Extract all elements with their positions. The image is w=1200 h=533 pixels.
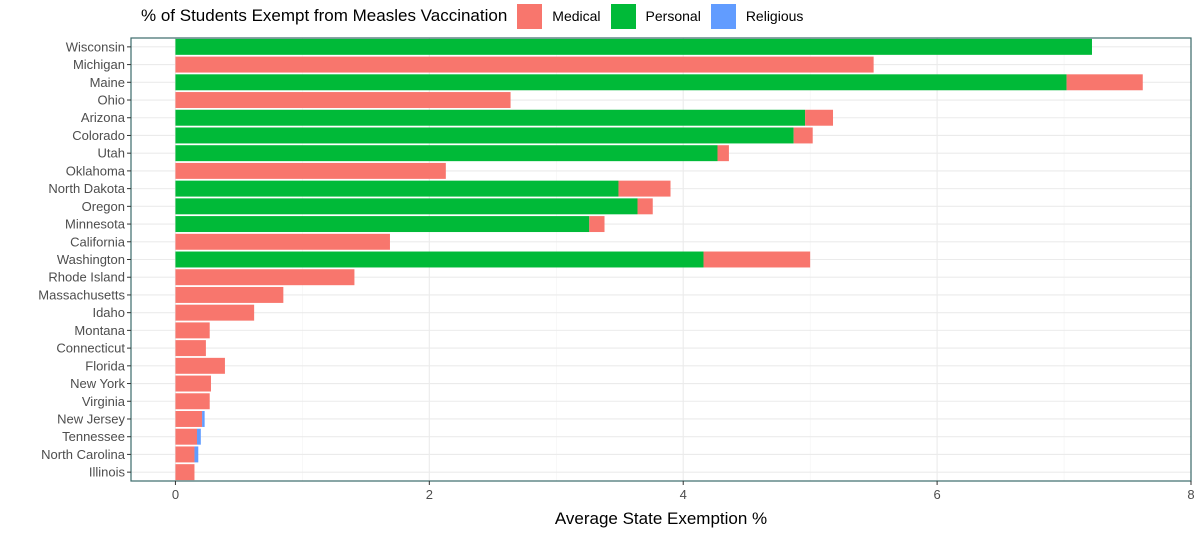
y-tick-label: Arizona [81, 110, 126, 125]
y-tick-label: New Jersey [57, 411, 125, 426]
bar-medical [175, 56, 874, 73]
x-tick-label: 8 [1187, 487, 1194, 502]
y-tick-label: Oregon [82, 199, 125, 214]
y-tick-label: California [70, 234, 126, 249]
y-tick-label: North Dakota [48, 181, 125, 196]
y-tick-label: Minnesota [65, 217, 126, 232]
bar-medical [175, 340, 206, 357]
y-tick-label: Connecticut [56, 341, 125, 356]
legend-label-religious: Religious [745, 8, 804, 24]
y-tick-label: Virginia [82, 394, 126, 409]
legend-item-medical: Medical [517, 3, 601, 29]
bar-medical [175, 269, 355, 286]
legend-item-religious: Religious [710, 3, 804, 29]
x-tick-label: 6 [933, 487, 940, 502]
bar-personal [175, 145, 718, 162]
bar-medical [175, 393, 210, 410]
x-tick-label: 2 [426, 487, 433, 502]
bar-medical [175, 92, 511, 108]
bar-medical [175, 357, 225, 374]
bar-medical [793, 127, 813, 144]
bar-medical [589, 216, 605, 233]
bars [175, 38, 1143, 481]
bar-medical [175, 162, 446, 179]
bar-religious [194, 446, 199, 463]
bar-medical [175, 446, 195, 463]
y-tick-label: Washington [57, 252, 125, 267]
bar-personal [175, 216, 590, 233]
y-tick-label: Tennessee [62, 429, 125, 444]
y-tick-label: Rhode Island [48, 270, 125, 285]
y-tick-label: Utah [98, 146, 125, 161]
x-axis-labels: 0 2 4 6 8 [172, 481, 1195, 502]
bar-medical [175, 304, 255, 321]
bar-religious [202, 411, 205, 427]
bar-medical [175, 464, 195, 481]
y-tick-label: Illinois [89, 465, 126, 480]
bar-personal [175, 127, 794, 144]
y-tick-label: Maine [90, 75, 125, 90]
y-tick-label: Colorado [72, 128, 125, 143]
bar-personal [175, 109, 806, 126]
y-tick-label: Idaho [92, 305, 125, 320]
y-axis-labels: Wisconsin Michigan Maine Ohio Arizona Colorad… [38, 39, 131, 480]
bar-medical [175, 411, 203, 427]
bar-medical [717, 145, 729, 162]
legend-label-medical: Medical [552, 8, 601, 24]
bar-medical [618, 180, 671, 197]
y-tick-label: New York [70, 376, 125, 391]
legend-label-personal: Personal [645, 8, 701, 24]
y-tick-label: Wisconsin [66, 39, 125, 54]
bar-medical [1066, 74, 1143, 91]
bar-religious [197, 428, 201, 445]
y-tick-label: Massachusetts [38, 287, 125, 302]
bar-personal [175, 74, 1067, 91]
x-tick-label: 0 [172, 487, 179, 502]
legend-key-religious [710, 3, 736, 29]
bar-medical [805, 109, 834, 126]
legend-title: % of Students Exempt from Measles Vaccin… [141, 6, 508, 25]
bar-medical [703, 251, 811, 268]
legend-item-personal: Personal [610, 3, 701, 29]
bar-medical [637, 198, 653, 215]
legend-key-personal [610, 3, 636, 29]
bar-personal [175, 38, 1092, 55]
bar-medical [175, 233, 390, 250]
bar-medical [175, 322, 210, 339]
x-tick-label: 4 [680, 487, 687, 502]
y-tick-label: Ohio [98, 93, 125, 108]
bar-medical [175, 286, 284, 303]
bar-medical [175, 428, 198, 445]
y-tick-label: Montana [74, 323, 125, 338]
bar-personal [175, 180, 619, 197]
legend: % of Students Exempt from Measles Vaccin… [141, 3, 813, 29]
bar-personal [175, 198, 638, 215]
y-tick-label: North Carolina [41, 447, 126, 462]
y-tick-label: Florida [85, 358, 126, 373]
x-axis-title: Average State Exemption % [555, 509, 767, 528]
y-tick-label: Michigan [73, 57, 125, 72]
legend-key-medical [517, 3, 543, 29]
bar-medical [175, 375, 211, 392]
bar-personal [175, 251, 704, 268]
y-tick-label: Oklahoma [66, 163, 126, 178]
